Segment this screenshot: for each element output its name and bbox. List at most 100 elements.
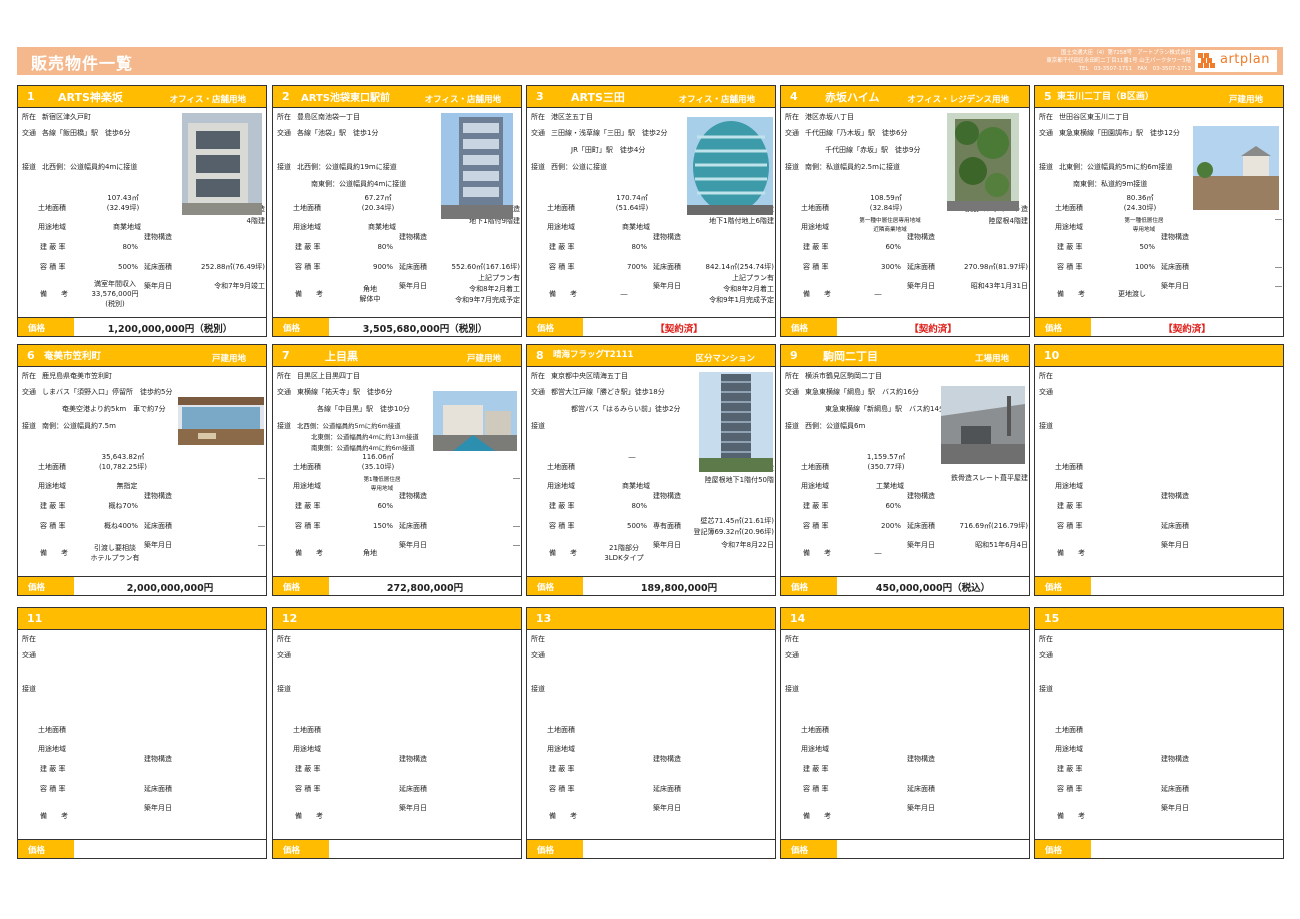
floor-area-label: 延床面積 [907,263,935,271]
land-area-label: 土地面積 [38,726,66,734]
price-label: 価格 [28,324,46,334]
far-label: 容 積 率 [1057,522,1083,530]
road-label: 接道 [785,163,799,171]
remarks-value: 引渡し要相談 [94,544,136,552]
structure-label: 建物構造 [144,492,172,500]
structure-label: 建物構造 [907,492,935,500]
built-date-value: 令和9年1月完成予定 [709,296,774,304]
zoning-value: 第1種低層住居 [363,477,401,483]
listing-card[interactable]: 6 奄美市笠利町 戸建用地 所在 交通 接道 土地面積 用途地域建 蔽 率容 積 率備 考 建物… [17,344,267,596]
road-label: 接道 [1039,422,1053,430]
listing-card[interactable]: 3 ARTS三田 オフィス・店舗用地 所在 交通 接道 土地面積 用途地域建 蔽 率容 積 率… [526,85,776,337]
transit-value: 東急東横線「綱島」駅 バス約16分 [805,388,919,396]
floor-area-label: 延床面積 [1161,785,1189,793]
zoning-label: 用途地域 [38,223,66,231]
price-label: 価格 [791,324,809,334]
listing-card[interactable]: 14 所在 交通 接道 土地面積 用途地域建 蔽 率容 積 率備 考 建物構造 延床面積 築年月… [780,607,1030,859]
land-area-label: 土地面積 [293,726,321,734]
transit-value: 各線「中目黒」駅 徒歩10分 [317,405,410,413]
coverage-label: 建 蔽 率 [40,765,66,773]
coverage-label: 建 蔽 率 [803,243,829,251]
land-area-value: ― [628,453,636,461]
transit-value: 三田線・浅草線「三田」駅 徒歩2分 [551,129,668,137]
floor-area-value: 252.88㎡(76.49坪) [201,263,265,271]
address-label: 所在 [785,372,799,380]
listing-type: オフィス・店舗用地 [424,95,501,105]
coverage-label: 建 蔽 率 [1057,243,1083,251]
listing-card[interactable]: 9 駒岡二丁目 工場用地 所在 交通 接道 土地面積 用途地域建 蔽 率容 積 率備 考 建物構… [780,344,1030,596]
property-photo [1193,126,1279,210]
price-row: 価格 [527,839,775,858]
listing-card[interactable]: 12 所在 交通 接道 土地面積 用途地域建 蔽 率容 積 率備 考 建物構造 延床面積 築年月… [272,607,522,859]
price-row: 価格 【契約済】 [1035,317,1283,336]
listing-card[interactable]: 10 所在 交通 接道 土地面積 用途地域建 蔽 率容 積 率備 考 建物構造 延床面積 築年月… [1034,344,1284,596]
remarks-label: 備 考 [40,812,68,820]
listing-card[interactable]: 8 晴海フラッグT2111 区分マンション 所在 交通 接道 土地面積 用途地域建 蔽 率容 … [526,344,776,596]
zoning-label: 用途地域 [801,223,829,231]
built-date-label: 築年月日 [653,541,681,549]
floor-area-value: 716.69㎡(216.79坪) [959,522,1028,530]
price-label: 価格 [283,324,301,334]
far-value: 900% [372,263,393,271]
transit-label: 交通 [785,388,799,396]
transit-value: 各線「池袋」駅 徒歩1分 [297,129,379,137]
price-value: 450,000,000円（税込） [875,583,991,594]
far-label: 容 積 率 [40,785,66,793]
card-header: 2 ARTS池袋東口駅前 オフィス・店舗用地 [273,86,521,108]
remarks-value: 21階部分 [609,544,639,552]
price-label-box: 価格 [781,577,837,595]
zoning-value: 商業地域 [622,482,650,490]
built-date-label: 築年月日 [399,282,427,290]
coverage-value: 60% [377,502,393,510]
listing-card[interactable]: 2 ARTS池袋東口駅前 オフィス・店舗用地 所在 交通 接道 土地面積 用途地域建 蔽 率容… [272,85,522,337]
structure-value: ― [258,474,265,482]
built-date-value: 令和8年2月着工 [723,285,774,293]
address-label: 所在 [277,372,291,380]
road-value: 西側：公道に接道 [551,163,607,171]
land-area-value: 67.27㎡ [364,194,392,202]
remarks-value: ― [620,290,628,298]
zoning-label: 用途地域 [1055,482,1083,490]
land-area-value: (32.84坪) [869,204,903,212]
listing-card[interactable]: 13 所在 交通 接道 土地面積 用途地域建 蔽 率容 積 率備 考 建物構造 延床面積 築年月… [526,607,776,859]
price-label-box: 価格 [1035,840,1091,858]
transit-value: 奄美空港より約5km 車で約7分 [62,405,166,413]
price-label: 価格 [1045,846,1063,856]
coverage-value: 60% [885,502,901,510]
structure-value: 陸屋根地下1階付50階 [704,476,774,484]
listing-number: 13 [536,612,552,625]
address-label: 所在 [1039,113,1053,121]
transit-label: 交通 [531,388,545,396]
listing-card[interactable]: 11 所在 交通 接道 土地面積 用途地域建 蔽 率容 積 率備 考 建物構造 延床面積 築年月… [17,607,267,859]
listing-card[interactable]: 4 赤坂ハイム オフィス・レジデンス用地 所在 交通 接道 土地面積 用途地域建 蔽 率容 積… [780,85,1030,337]
built-date-value: 上記プラン有 [478,274,520,282]
coverage-label: 建 蔽 率 [549,502,575,510]
listing-card[interactable]: 1 ARTS神楽坂 オフィス・店舗用地 所在 交通 接道 土地面積 用途地域建 蔽 率容 積 … [17,85,267,337]
listing-name: 上目黒 [325,350,358,363]
listing-number: 15 [1044,612,1060,625]
remarks-label: 備 考 [549,812,577,820]
listing-card[interactable]: 15 所在 交通 接道 土地面積 用途地域建 蔽 率容 積 率備 考 建物構造 延床面積 築年月… [1034,607,1284,859]
zoning-label: 用途地域 [547,223,575,231]
price-row: 価格 450,000,000円（税込） [781,576,1029,595]
remarks-value: 角地 [363,285,377,293]
far-label: 容 積 率 [549,785,575,793]
road-value: 北東側：公道幅員約4mに約13m接道 [311,433,419,441]
floor-area-value: ― [258,522,265,530]
built-date-label: 築年月日 [907,541,935,549]
road-value: 南側：公道幅員約7.5m [42,422,116,430]
price-label: 価格 [283,846,301,856]
listing-card[interactable]: 7 上目黒 戸建用地 所在 交通 接道 土地面積 用途地域建 蔽 率容 積 率備 考 建物構造延… [272,344,522,596]
structure-label: 建物構造 [399,233,427,241]
remarks-value: (税別) [105,300,125,308]
address-label: 所在 [785,113,799,121]
address-label: 所在 [1039,635,1053,643]
far-value: 150% [372,522,393,530]
listing-name: ARTS神楽坂 [58,91,123,104]
listing-card[interactable]: 5 東玉川二丁目（B区画） 戸建用地 所在 交通 接道 土地面積 用途地域建 蔽 率容 積 率… [1034,85,1284,337]
land-area-label: 土地面積 [1055,726,1083,734]
structure-label: 建物構造 [653,755,681,763]
built-date-label: 築年月日 [1161,541,1189,549]
zoning-label: 用途地域 [38,482,66,490]
card-header: 5 東玉川二丁目（B区画） 戸建用地 [1035,86,1283,108]
